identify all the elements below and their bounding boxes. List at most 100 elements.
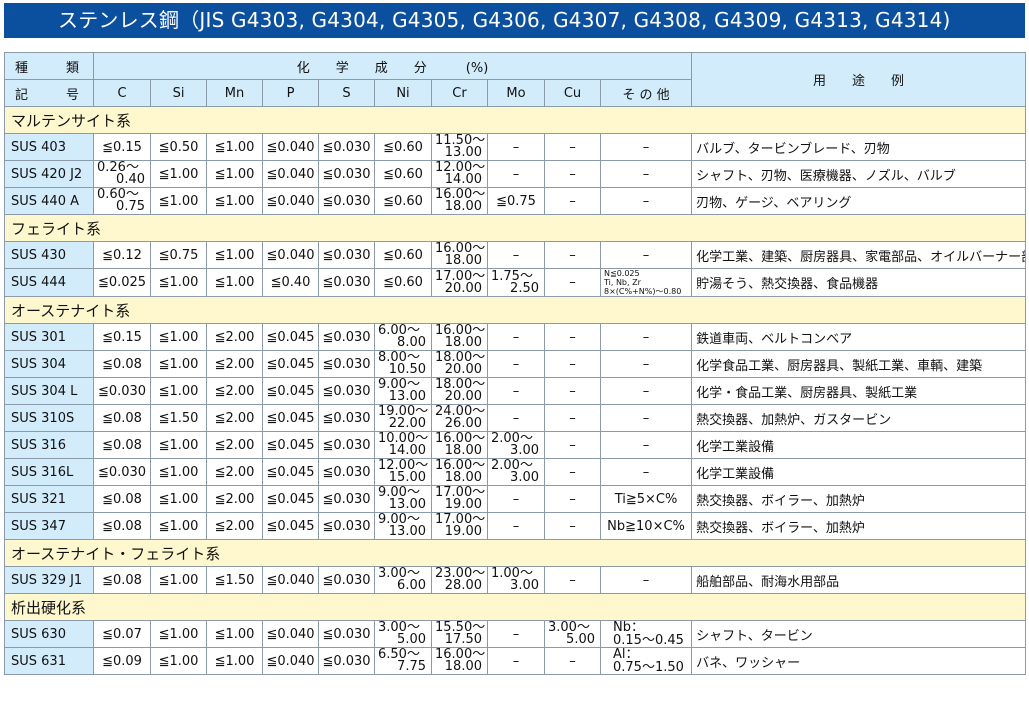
range-cell: 16.00〜 18.00 <box>431 458 488 486</box>
use-cell: バルブ、タービンブレード、刃物 <box>691 133 1026 161</box>
range-min: 2.00〜 <box>491 431 533 446</box>
table-row: SUS 301 ≦0.15 ≦1.00 ≦2.00 ≦0.045 ≦0.030 6.00〜 8… <box>4 323 1026 351</box>
use-cell: バネ、ワッシャー <box>691 647 1026 675</box>
value-cell: ≦1.00 <box>206 133 263 161</box>
value-cell: ≦0.030 <box>318 323 375 351</box>
use-cell: 船舶部品、耐海水用部品 <box>691 566 1026 594</box>
grade-cell: SUS 304 L <box>4 377 94 405</box>
column-header: C <box>93 79 151 107</box>
note-line: Al： <box>613 647 639 662</box>
value-cell: ≦0.030 <box>318 241 375 269</box>
table-row: SUS 316 ≦0.08 ≦1.00 ≦2.00 ≦0.045 ≦0.030 10.00〜… <box>4 431 1026 459</box>
table-row: SUS 329 J1 ≦0.08 ≦1.00 ≦1.50 ≦0.040 ≦0.030 3.0… <box>4 566 1026 594</box>
value-cell: – <box>544 566 601 594</box>
note-cell: Nb： 0.15〜0.45 <box>599 620 693 648</box>
grade-cell: SUS 316 <box>4 431 94 459</box>
range-cell: 3.00〜 6.00 <box>374 566 432 594</box>
range-max: 7.75 <box>397 659 426 674</box>
value-cell: ≦1.00 <box>150 485 207 513</box>
value-cell: – <box>487 485 545 513</box>
table-row: SUS 403 ≦0.15 ≦0.50 ≦1.00 ≦0.040 ≦0.030 ≦0.60 1… <box>4 133 1026 161</box>
value-cell: ≦0.045 <box>262 431 319 459</box>
value-cell: ≦1.00 <box>206 241 263 269</box>
value-cell: ≦0.045 <box>262 404 319 432</box>
note-line: Ti, Nb, Zr <box>604 278 641 287</box>
column-header: Si <box>150 79 207 107</box>
table-row: SUS 631 ≦0.09 ≦1.00 ≦1.00 ≦0.040 ≦0.030 6.50〜 7… <box>4 647 1026 675</box>
grade-cell: SUS 444 <box>4 268 94 297</box>
value-cell: – <box>544 404 601 432</box>
note-cell: N≦0.025 Ti, Nb, Zr 8×(C%+N%)〜0.80 <box>599 268 693 297</box>
range-min: 12.00〜 <box>378 458 429 473</box>
value-cell: ≦0.75 <box>150 241 207 269</box>
range-cell: 6.00〜 8.00 <box>374 323 432 351</box>
value-cell: – <box>599 431 693 459</box>
use-cell: 刃物、ゲージ、ベアリング <box>691 187 1026 215</box>
value-cell: ≦1.00 <box>150 458 207 486</box>
range-max: 20.00 <box>444 362 482 377</box>
range-cell: 3.00〜 5.00 <box>544 620 601 648</box>
value-cell: – <box>544 187 601 215</box>
table-row: SUS 316L ≦0.030 ≦1.00 ≦2.00 ≦0.045 ≦0.030 12.0… <box>4 458 1026 486</box>
grade-cell: SUS 316L <box>4 458 94 486</box>
table-row: SUS 420 J2 0.26〜 0.40 ≦1.00 ≦1.00 ≦0.040 ≦0.03… <box>4 160 1026 188</box>
value-cell: ≦2.00 <box>206 512 263 540</box>
range-min: 11.50〜 <box>435 133 486 148</box>
grade-header-char: 号 <box>66 87 80 103</box>
value-cell: ≦0.030 <box>318 133 375 161</box>
column-header: S <box>318 79 375 107</box>
column-header: Mn <box>206 79 263 107</box>
value-cell: ≦0.60 <box>374 241 432 269</box>
value-cell: ≦0.60 <box>374 133 432 161</box>
value-cell: ≦0.040 <box>262 647 319 675</box>
range-min: 2.00〜 <box>491 458 533 473</box>
range-cell: 9.00〜 13.00 <box>374 377 432 405</box>
section-row: オーステナイト系 <box>4 296 1026 324</box>
range-cell: 16.00〜 18.00 <box>431 187 488 215</box>
use-cell: 化学食品工業、厨房器具、製紙工業、車輌、建築 <box>691 350 1026 378</box>
value-cell: ≦1.00 <box>150 647 207 675</box>
use-cell: シャフト、タービン <box>691 620 1026 648</box>
value-cell: ≦0.030 <box>318 431 375 459</box>
value-cell: ≦0.07 <box>93 620 151 648</box>
range-cell: 17.00〜 19.00 <box>431 485 488 513</box>
range-max: 18.00 <box>444 443 482 458</box>
value-cell: ≦0.60 <box>374 268 432 297</box>
value-cell: ≦2.00 <box>206 323 263 351</box>
value-cell: ≦0.030 <box>318 512 375 540</box>
value-cell: ≦0.030 <box>318 350 375 378</box>
range-min: 9.00〜 <box>378 377 420 392</box>
value-cell: – <box>487 404 545 432</box>
section-title: オーステナイト系 <box>4 296 1026 324</box>
section-title: 析出硬化系 <box>4 593 1026 621</box>
value-cell: – <box>544 268 601 297</box>
value-cell: ≦1.00 <box>206 160 263 188</box>
value-cell: – <box>487 377 545 405</box>
value-cell: – <box>487 133 545 161</box>
range-cell: 15.50〜 17.50 <box>431 620 488 648</box>
use-cell: 化学工業設備 <box>691 431 1026 459</box>
range-cell: 6.50〜 7.75 <box>374 647 432 675</box>
value-cell: – <box>599 133 693 161</box>
column-header: Cr <box>431 79 488 107</box>
value-cell: ≦0.040 <box>262 160 319 188</box>
section-row: マルテンサイト系 <box>4 106 1026 134</box>
note-line: 0.15〜0.45 <box>613 633 684 648</box>
range-min: 3.00〜 <box>378 566 420 581</box>
grade-cell: SUS 304 <box>4 350 94 378</box>
range-min: 16.00〜 <box>435 187 486 202</box>
value-cell: ≦2.00 <box>206 485 263 513</box>
value-cell: ≦0.040 <box>262 133 319 161</box>
range-max: 6.00 <box>397 578 426 593</box>
grade-cell: SUS 420 J2 <box>4 160 94 188</box>
grade-cell: SUS 403 <box>4 133 94 161</box>
value-cell: – <box>544 458 601 486</box>
note-line: 0.75〜1.50 <box>613 660 684 675</box>
value-cell: – <box>487 512 545 540</box>
note-line: N≦0.025 <box>604 269 640 279</box>
value-cell: ≦2.00 <box>206 404 263 432</box>
value-cell: ≦0.045 <box>262 458 319 486</box>
value-cell: ≦0.045 <box>262 377 319 405</box>
range-max: 19.00 <box>444 497 482 512</box>
value-cell: ≦1.50 <box>150 404 207 432</box>
